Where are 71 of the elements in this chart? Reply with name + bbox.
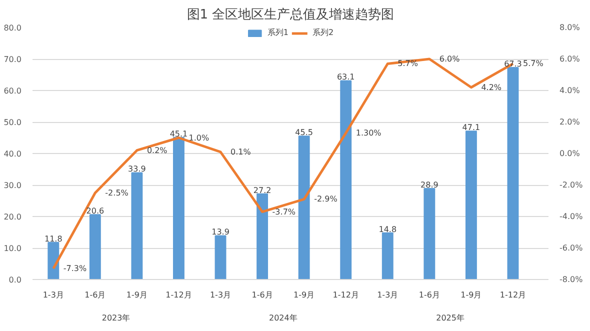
y2-tick-label: -6.0% [560, 244, 584, 252]
y-tick-label: 10.0 [4, 244, 22, 253]
data-label: 0.2% [146, 146, 168, 155]
bar [340, 80, 352, 280]
y2-tick-label: 2.0% [560, 118, 580, 126]
data-label: 20.6 [86, 206, 104, 216]
bar [507, 67, 519, 280]
bar [173, 136, 184, 280]
data-label: 1.0% [188, 133, 210, 142]
text: 2023年 [102, 314, 130, 322]
y2-tick-label: 6.0% [560, 54, 580, 64]
bar [48, 242, 60, 280]
legend-label: 系列1 [267, 27, 288, 38]
data-label: 47.1 [462, 123, 480, 132]
data-label: 33.9 [128, 164, 146, 174]
y-tick-label: 30.0 [4, 181, 22, 190]
bar [382, 232, 394, 280]
text: 2025年 [436, 314, 464, 322]
y-tick-label: 20.0 [4, 212, 22, 222]
legend-label: 系列2 [312, 27, 334, 38]
y-tick-label: 0.0 [8, 276, 22, 284]
x-tick-label: 1-12月 [166, 290, 192, 300]
data-label: 4.2% [481, 82, 502, 92]
data-label: 45.5 [295, 128, 313, 138]
bar [424, 188, 436, 280]
data-label: 45.1 [170, 129, 188, 138]
bar [256, 193, 268, 280]
data-label: 28.9 [420, 180, 438, 190]
data-label: 27.2 [253, 186, 272, 195]
y-tick-label: 70.0 [4, 55, 22, 64]
y2-tick-label: -2.0% [560, 180, 584, 190]
data-label: 14.8 [378, 224, 397, 234]
bar [131, 172, 143, 280]
y2-tick-label: 8.0% [560, 23, 580, 32]
chart-title: 图1 全区地区生产总值及增速趋势图 [186, 8, 394, 22]
bar [89, 214, 101, 280]
data-label: -2.5% [105, 188, 129, 198]
data-label: 67.3 [504, 60, 522, 69]
data-label: 13.9 [212, 228, 230, 237]
x-tick-label: 1-3月 [210, 290, 232, 300]
bar [298, 136, 310, 280]
data-label: 6.0% [439, 54, 460, 64]
data-label: 0.1% [230, 147, 252, 156]
x-tick-label: 1-6月 [418, 290, 440, 300]
x-tick-label: 1-6月 [84, 290, 106, 300]
x-tick-label: 1-3月 [42, 290, 64, 300]
x-tick-label: 1-6月 [252, 290, 273, 300]
x-tick-label: 1-12月 [332, 290, 359, 300]
data-label: -2.9% [314, 194, 338, 204]
x-tick-label: 1-9月 [126, 290, 148, 300]
bar [465, 130, 477, 280]
y-tick-label: 50.0 [4, 118, 22, 127]
y2-tick-label: -4.0% [560, 212, 584, 221]
data-label: 63.1 [336, 72, 355, 82]
data-label: 1.30% [356, 128, 382, 138]
x-tick-label: 1-12月 [500, 290, 526, 300]
y-tick-label: 80.0 [4, 24, 22, 32]
y2-tick-label: -8.0% [560, 275, 584, 284]
data-label: 5.7% [522, 59, 544, 68]
x-tick-label: 1-9月 [460, 290, 482, 300]
data-label: 11.8 [44, 234, 62, 244]
data-label: -7.3% [63, 264, 87, 273]
y2-tick-label: 4.0% [560, 86, 580, 95]
x-tick-label: 1-3月 [377, 290, 398, 300]
text: 2024年 [269, 314, 298, 322]
y2-tick-label: 0.0% [560, 149, 580, 158]
y-tick-label: 40.0 [4, 150, 22, 158]
x-tick-label: 1-9月 [294, 290, 315, 300]
y-tick-label: 60.0 [4, 86, 22, 96]
bar [214, 235, 226, 280]
data-label: -3.7% [272, 207, 296, 216]
